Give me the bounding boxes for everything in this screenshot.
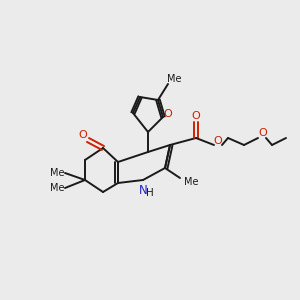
Text: Me: Me [50, 183, 64, 193]
Text: O: O [192, 111, 200, 121]
Text: O: O [259, 128, 267, 138]
Text: O: O [79, 130, 87, 140]
Text: N: N [139, 184, 147, 196]
Text: H: H [146, 188, 154, 198]
Text: Me: Me [184, 177, 198, 187]
Text: Me: Me [50, 168, 64, 178]
Text: O: O [214, 136, 222, 146]
Text: O: O [164, 109, 172, 119]
Text: Me: Me [167, 74, 181, 84]
